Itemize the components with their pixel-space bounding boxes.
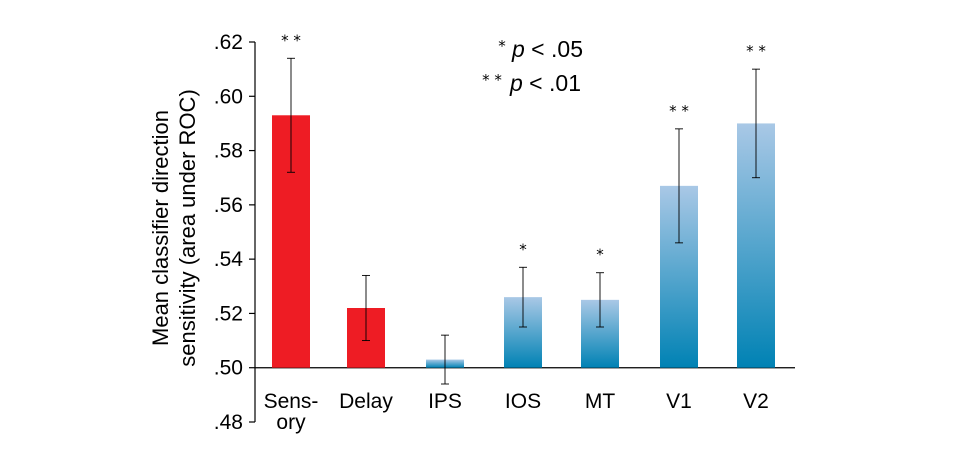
y-tick-label: .56 — [214, 194, 243, 217]
significance-stars: * — [519, 240, 527, 258]
y-tick-label: .60 — [214, 85, 243, 108]
legend: * p < .05 * * p < .01 — [482, 36, 583, 96]
legend-stars: * — [498, 37, 506, 55]
y-tick-label: .48 — [214, 411, 243, 434]
legend-stars: * * — [482, 71, 502, 89]
x-tick-label: Delay — [339, 390, 393, 413]
y-tick-label: .58 — [214, 140, 243, 163]
y-tick-label: .52 — [214, 302, 243, 325]
y-axis-label: Mean classifier direction sensitivity (ar… — [148, 89, 200, 367]
y-axis-label-line-1: Mean classifier direction — [148, 110, 173, 346]
y-tick-label: .62 — [214, 31, 243, 54]
y-tick-label: .50 — [214, 357, 243, 380]
significance-stars: * — [596, 246, 604, 264]
bars: * * Sens-ory Delay IPS * IOS * MT * * V1 * * V2 — [264, 31, 775, 434]
significance-stars: * * — [669, 102, 689, 120]
x-tick-label: V1 — [666, 390, 692, 413]
y-axis-label-line-2: sensitivity (area under ROC) — [175, 89, 200, 367]
legend-text: p < .05 — [511, 36, 583, 62]
x-tick-label: MT — [585, 390, 615, 413]
x-tick-label: IPS — [428, 390, 462, 413]
x-tick-label: IOS — [505, 390, 541, 413]
legend-text: p < .01 — [509, 70, 581, 96]
x-tick-label: ory — [276, 411, 306, 434]
significance-stars: * * — [746, 42, 766, 60]
y-tick-label: .54 — [214, 248, 244, 271]
x-tick-label: V2 — [743, 390, 769, 413]
x-tick-label: Sens- — [264, 390, 319, 413]
significance-stars: * * — [281, 31, 301, 49]
